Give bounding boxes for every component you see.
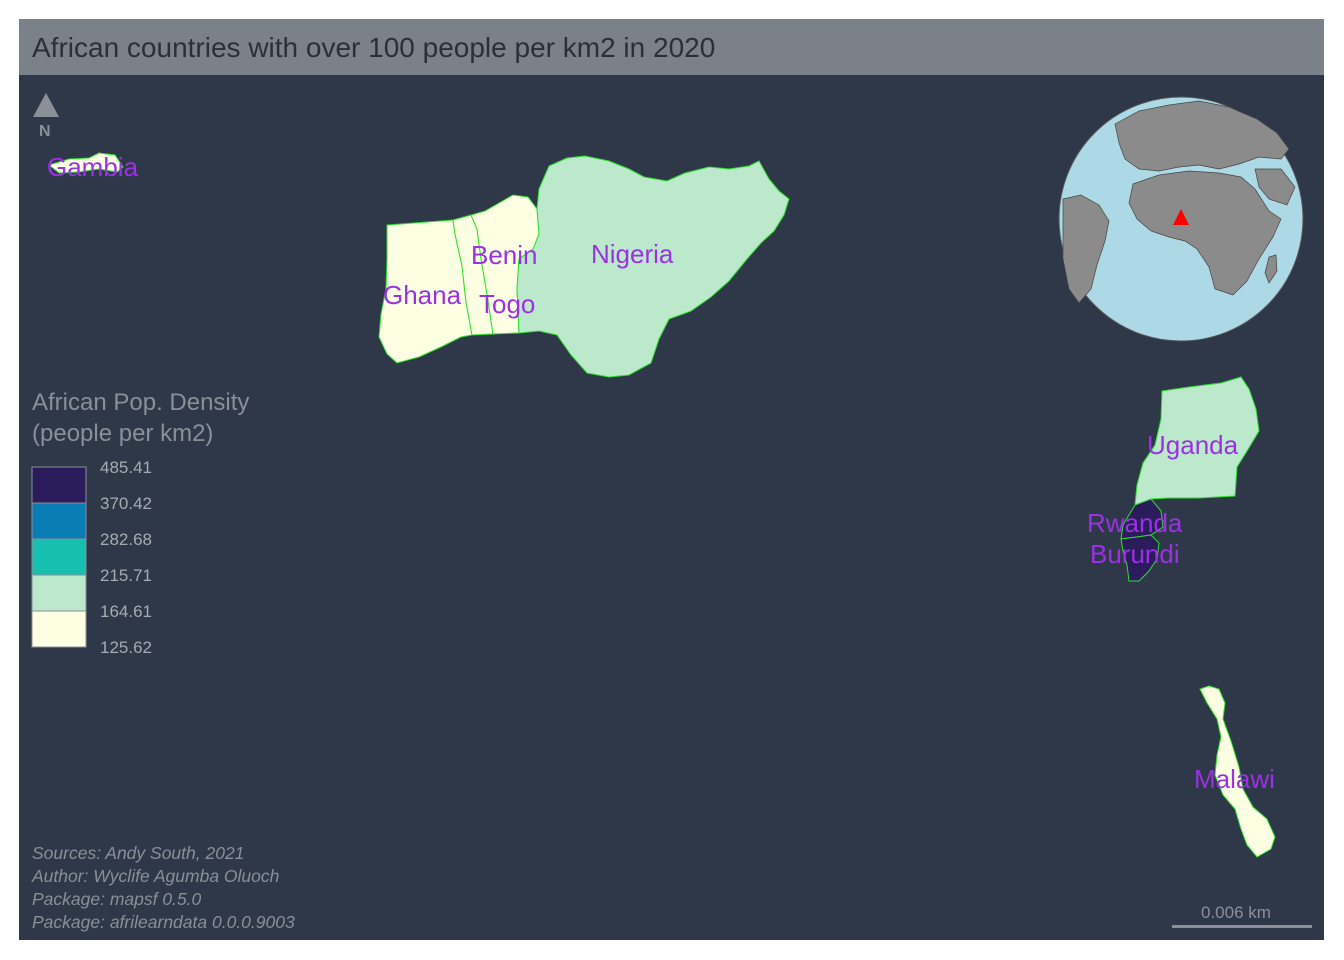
country-gambia [47,152,124,174]
legend-break: 125.62 [100,638,152,657]
map-canvas [31,96,1304,858]
label-gambia: Gambia [47,152,139,182]
country-malawi [1199,685,1276,858]
legend-title: African Pop. Density (people per km2) [32,387,249,449]
scale-bar [1172,925,1312,928]
map-title: African countries with over 100 people p… [32,32,716,63]
label-togo: Togo [479,289,536,319]
country-uganda [1134,376,1260,506]
legend-break: 370.42 [100,494,152,513]
north-arrow-label: N [39,123,51,140]
label-burundi: Burundi [1090,539,1180,569]
label-ghana: Ghana [383,280,462,310]
label-uganda: Uganda [1147,430,1239,460]
label-nigeria: Nigeria [591,239,674,269]
north-arrow-icon [31,91,63,143]
credit-line: Package: afrilearndata 0.0.0.9003 [32,912,295,932]
country-nigeria [516,155,790,378]
label-malawi: Malawi [1194,764,1275,794]
country-burundi [1120,534,1160,582]
legend-title-line1: African Pop. Density [32,389,250,416]
legend-break: 164.61 [100,602,152,621]
label-benin: Benin [471,240,538,270]
credit-line: Sources: Andy South, 2021 [32,843,245,863]
legend-break: 485.41 [100,458,152,477]
scale-bar-label: 0.006 km [1201,903,1271,922]
inset-globe [1058,96,1304,342]
credit-line: Author: Wyclife Agumba Oluoch [32,866,280,886]
legend-title-line2: (people per km2) [32,420,214,447]
map-frame: African countries with over 100 people p… [19,19,1324,940]
credits: Sources: Andy South, 2021 Author: Wyclif… [32,842,295,934]
legend-swatches [31,466,87,648]
credit-line: Package: mapsf 0.5.0 [32,889,202,909]
location-marker [1173,209,1189,225]
legend-break: 215.71 [100,566,152,585]
label-rwanda: Rwanda [1087,508,1183,538]
legend-break: 282.68 [100,530,152,549]
title-bar: African countries with over 100 people p… [19,19,1324,75]
